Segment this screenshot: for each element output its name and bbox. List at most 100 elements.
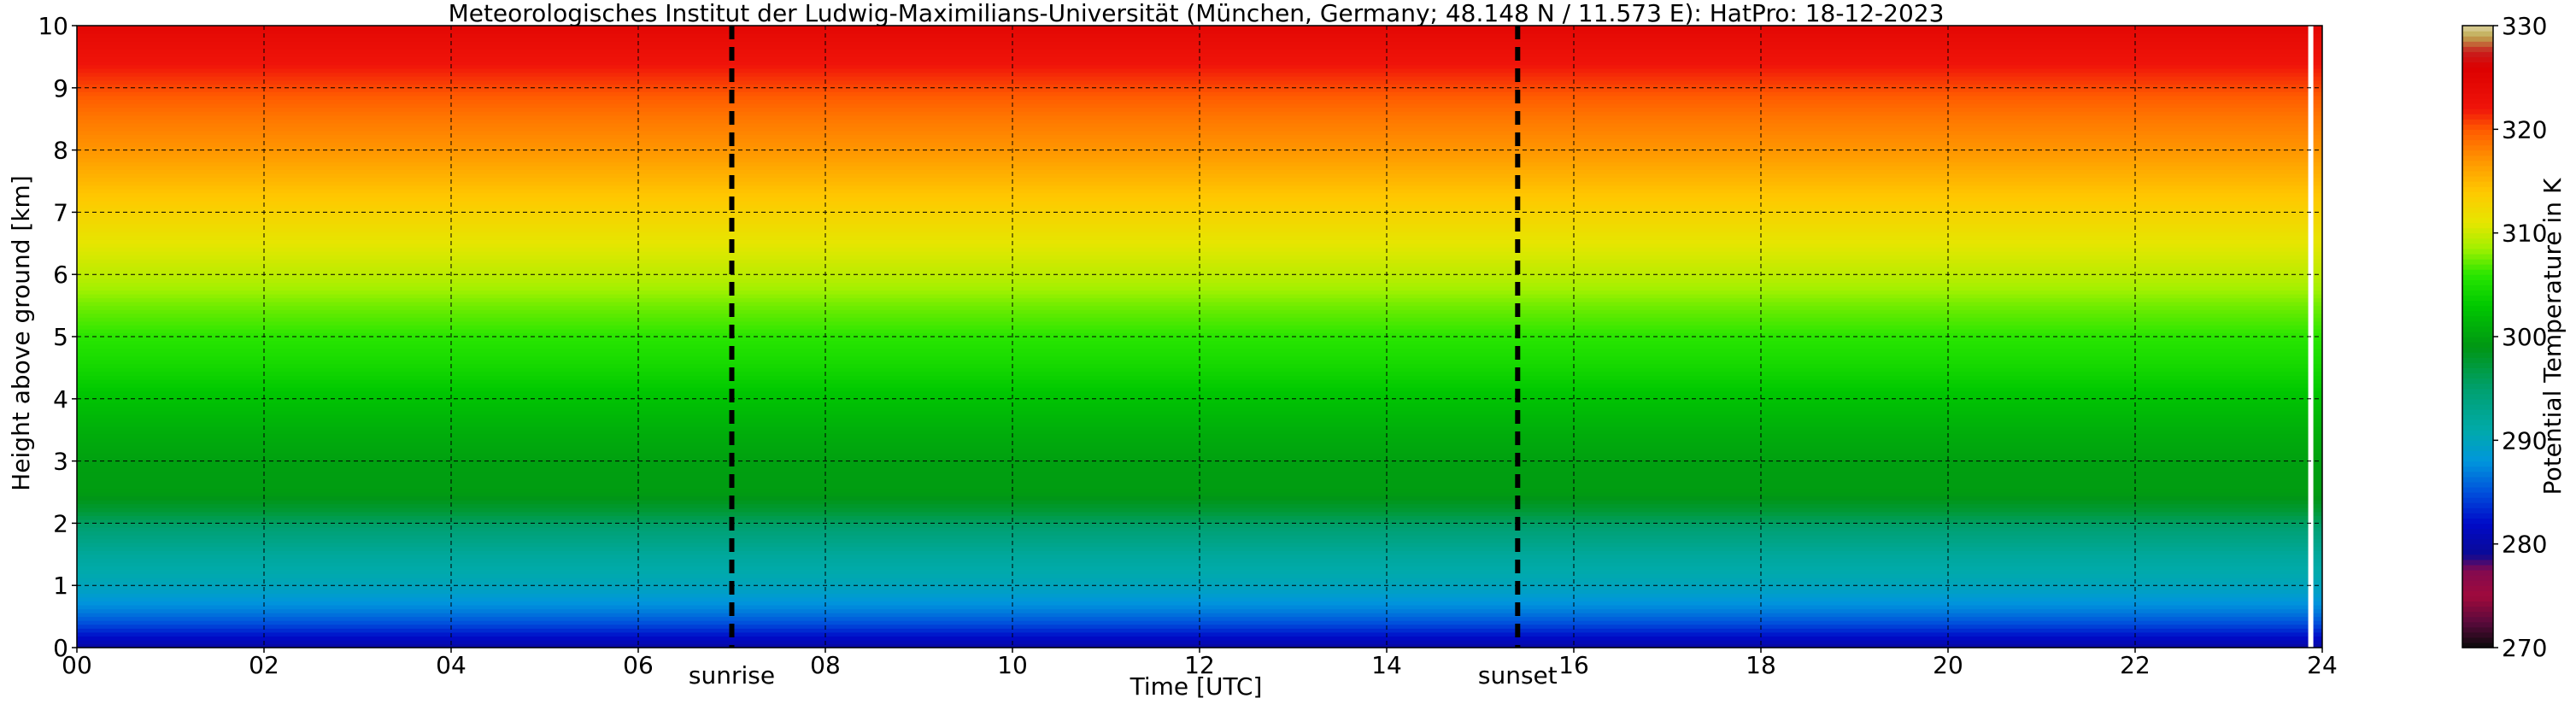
colorbar-band: [2462, 450, 2493, 457]
heatmap-band: [77, 114, 2322, 120]
colorbar-band: [2462, 109, 2493, 114]
colorbar-band: [2462, 595, 2493, 601]
heatmap-band: [77, 581, 2322, 586]
colorbar-band: [2462, 197, 2493, 202]
colorbar-tick-label: 270: [2502, 634, 2547, 662]
colorbar-band: [2462, 486, 2493, 493]
colorbar-band: [2462, 175, 2493, 182]
colorbar-tick-label: 320: [2502, 115, 2547, 144]
x-tick-label: 10: [997, 651, 1028, 679]
colorbar-band: [2462, 616, 2493, 623]
colorbar-band: [2462, 212, 2493, 219]
heatmap-band: [77, 352, 2322, 357]
colorbar-band: [2462, 466, 2493, 472]
colorbar-band: [2462, 481, 2493, 488]
colorbar-band: [2462, 575, 2493, 581]
x-tick-label: 14: [1371, 651, 1402, 679]
colorbar-band: [2462, 554, 2493, 560]
heatmap-band: [77, 29, 2322, 34]
colorbar-band: [2462, 445, 2493, 452]
heatmap-band: [77, 84, 2322, 89]
heatmap-band: [77, 484, 2322, 490]
colorbar-band: [2462, 455, 2493, 462]
heatmap-band: [77, 99, 2322, 104]
x-tick-label: 06: [623, 651, 654, 679]
colorbar-band: [2462, 642, 2493, 648]
y-tick-label: 9: [53, 74, 68, 103]
heatmap-band: [77, 130, 2322, 135]
heatmap-band: [77, 282, 2322, 287]
colorbar-band: [2462, 507, 2493, 513]
colorbar-band: [2462, 626, 2493, 633]
colorbar-band: [2462, 378, 2493, 384]
colorbar-band: [2462, 67, 2493, 73]
colorbar-band: [2462, 559, 2493, 566]
heatmap-band: [77, 220, 2322, 225]
colorbar-band: [2462, 119, 2493, 125]
colorbar-band: [2462, 476, 2493, 483]
colorbar-label: Potential Temperature in K: [2538, 178, 2567, 495]
colorbar-tick-label: 330: [2502, 12, 2547, 40]
colorbar-band: [2462, 269, 2493, 275]
x-tick-label: 24: [2307, 651, 2338, 679]
heatmap-band: [77, 628, 2322, 633]
y-tick-label: 2: [53, 509, 68, 537]
y-tick-label: 0: [53, 634, 68, 662]
colorbar-band: [2462, 564, 2493, 571]
colorbar-band: [2462, 305, 2493, 312]
heatmap-band: [77, 344, 2322, 349]
colorbar-band: [2462, 357, 2493, 363]
heatmap-band: [77, 573, 2322, 578]
colorbar-band: [2462, 77, 2493, 84]
y-tick-label: 8: [53, 137, 68, 165]
colorbar-band: [2462, 259, 2493, 265]
heatmap-band: [77, 52, 2322, 57]
heatmap-band: [77, 566, 2322, 571]
heatmap-band: [77, 500, 2322, 505]
colorbar-band: [2462, 290, 2493, 296]
colorbar-band: [2462, 580, 2493, 586]
colorbar-band: [2462, 425, 2493, 431]
heatmap-band: [77, 643, 2322, 648]
heatmap-band: [77, 328, 2322, 334]
colorbar-band: [2462, 523, 2493, 530]
colorbar-band: [2462, 31, 2493, 37]
colorbar-band: [2462, 549, 2493, 555]
heatmap-band: [77, 313, 2322, 318]
colorbar-band: [2462, 129, 2493, 135]
y-tick-label: 10: [38, 12, 68, 40]
heatmap-band: [77, 320, 2322, 326]
colorbar-tick-label: 290: [2502, 426, 2547, 455]
heatmap-band: [77, 37, 2322, 42]
heatmap-band: [77, 290, 2322, 295]
heatmap-band: [77, 596, 2322, 601]
colorbar-band: [2462, 414, 2493, 420]
colorbar-band: [2462, 419, 2493, 425]
colorbar-band: [2462, 388, 2493, 395]
x-axis-label: Time [UTC]: [1130, 672, 1263, 701]
colorbar-band: [2462, 285, 2493, 290]
heatmap-band: [77, 437, 2322, 443]
heatmap-band: [77, 515, 2322, 520]
heatmap-band: [77, 297, 2322, 302]
colorbar-band: [2462, 461, 2493, 467]
colorbar-band: [2462, 232, 2493, 239]
heatmap-band: [77, 337, 2322, 342]
y-axis: 0 1 2 3 4 5 6 7 8 9 10: [38, 12, 77, 662]
heatmap-band: [77, 398, 2322, 403]
colorbar-band: [2462, 279, 2493, 285]
plot-area: [76, 25, 2323, 648]
colorbar-band: [2462, 315, 2493, 322]
colorbar-band: [2462, 191, 2493, 197]
heatmap-band: [77, 138, 2322, 144]
heatmap-band: [77, 360, 2322, 365]
heatmap-band: [77, 250, 2322, 256]
heatmap-band: [77, 604, 2322, 610]
heatmap-band: [77, 227, 2322, 232]
colorbar-tick-label: 310: [2502, 220, 2547, 248]
heatmap-band: [77, 146, 2322, 151]
y-tick-label: 7: [53, 198, 68, 226]
colorbar-band: [2462, 186, 2493, 192]
colorbar-band: [2462, 103, 2493, 109]
colorbar-band: [2462, 513, 2493, 519]
